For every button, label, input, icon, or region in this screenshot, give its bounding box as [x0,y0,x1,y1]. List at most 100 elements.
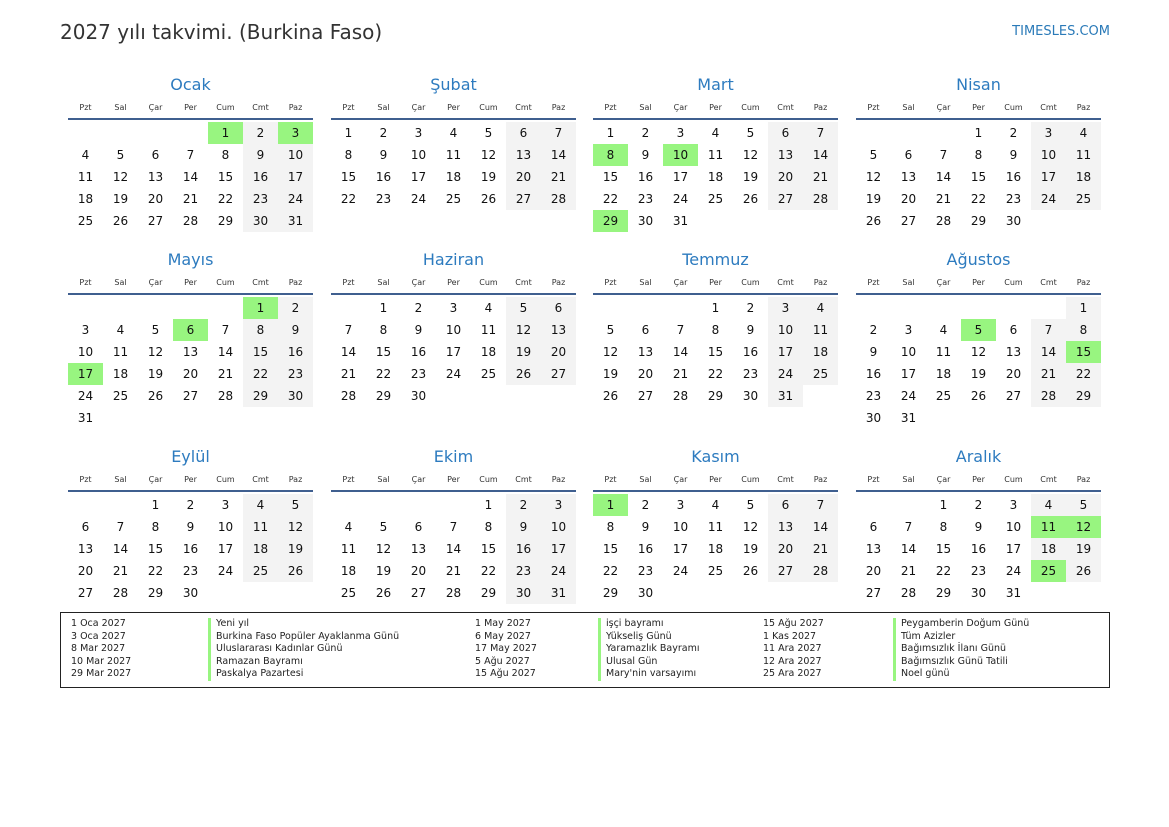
day-cell: 7 [116,520,125,534]
weekday-label: Cum [741,103,760,112]
day-cell: 5 [506,297,541,319]
day-cell: 26 [480,192,497,206]
day-cell: 14 [445,542,462,556]
weekday-label: Pzt [342,475,355,484]
day-cell: 28 [541,188,576,210]
weekday-label: Çar [411,103,426,112]
day-cell: 30 [278,385,313,407]
day-cell: 11 [112,345,129,359]
day-cell: 12 [742,520,759,534]
day-cell: 16 [970,542,987,556]
day-cell: 22 [1066,363,1101,385]
day-cell: 16 [182,542,199,556]
weekday-label: Pzt [79,103,92,112]
day-cell: 26 [742,564,759,578]
day-cell: 18 [935,367,952,381]
weekday-label: Paz [1076,475,1091,484]
holiday-name: Bağımsızlık İlanı Günü [893,643,1029,656]
day-cell: 1 [711,301,720,315]
day-cell: 4 [344,520,353,534]
month-title: Mayıs [167,250,214,269]
day-cell: 23 [182,564,199,578]
day-cell: 20 [410,564,427,578]
day-cell: 18 [707,170,724,184]
week-row: 11 12 13 14 15 16 17 [68,166,313,188]
day-cell: 15 [707,345,724,359]
day-cell: 22 [340,192,357,206]
weekday-label: Sal [639,475,652,484]
weekday-label: Pzt [79,278,92,287]
empty-cell [173,122,208,144]
day-cell: 19 [742,170,759,184]
day-cell: 16 [243,166,278,188]
day-cell: 16 [637,170,654,184]
day-cell: 16 [410,345,427,359]
day-cell: 7 [803,122,838,144]
day-cell: 3 [768,297,803,319]
weekday-label: Çar [148,103,163,112]
day-cell: 10 [410,148,427,162]
day-cell: 25 [77,214,94,228]
week-row: 4 5 6 7 8 9 10 [331,516,576,538]
holiday-name: Paskalya Pazartesi [208,668,399,681]
month-title: Ağustos [946,250,1011,269]
day-cell: 7 [939,148,948,162]
weekday-label: Cmt [252,475,269,484]
empty-cell [366,494,401,516]
day-cell: 18 [1066,166,1101,188]
day-cell: 3 [449,301,458,315]
weekday-label: Pzt [867,475,880,484]
brand-link[interactable]: TIMESLES.COM [1012,24,1110,39]
empty-cell [856,494,891,516]
day-cell: 29 [602,586,619,600]
holiday-date: 15 Ağu 2027 [763,618,824,629]
day-cell: 24 [77,389,94,403]
day-cell: 25 [480,367,497,381]
weekday-label: Pzt [867,278,880,287]
holiday-date: 1 Kas 2027 [763,630,817,642]
empty-cell [68,494,103,516]
day-cell: 29 [480,586,497,600]
day-cell: 27 [410,586,427,600]
weekday-label: Cum [741,278,760,287]
day-cell: 4 [81,148,90,162]
weekday-header: Pzt Sal Çar Per Cum Cmt Paz [68,98,313,120]
day-cell: 6 [81,520,90,534]
holiday-day-cell: 8 [593,144,628,166]
weekday-label: Per [972,278,985,287]
day-cell: 27 [541,363,576,385]
holiday-name: Burkina Faso Popüler Ayaklanma Günü [208,630,399,644]
weekday-label: Cmt [515,475,532,484]
day-cell: 14 [112,542,129,556]
day-cell: 13 [147,170,164,184]
day-cell: 15 [480,542,497,556]
day-cell: 10 [77,345,94,359]
week-row: 11 12 13 14 15 16 17 [331,538,576,560]
day-cell: 1 [484,498,493,512]
day-cell: 22 [375,367,392,381]
day-cell: 22 [935,564,952,578]
day-cell: 14 [541,144,576,166]
weekday-label: Pzt [604,278,617,287]
day-cell: 22 [217,192,234,206]
day-cell: 23 [243,188,278,210]
day-cell: 3 [81,323,90,337]
day-cell: 24 [672,192,689,206]
weekday-label: Cmt [777,475,794,484]
legend-dates: 15 Ağu 2027 1 Kas 2027 11 Ara 2027 12 Ara 2… [763,618,824,681]
day-cell: 4 [1031,494,1066,516]
month-title: Eylül [171,447,210,466]
day-cell: 10 [445,323,462,337]
day-cell: 8 [1066,319,1101,341]
weekday-label: Cum [479,475,498,484]
day-cell: 12 [278,516,313,538]
empty-cell [891,122,926,144]
week-row: 17 18 19 20 21 22 23 [68,363,313,385]
weekday-label: Çar [411,278,426,287]
empty-cell [996,297,1031,319]
day-cell: 10 [900,345,917,359]
day-cell: 13 [900,170,917,184]
week-row: 18 19 20 21 22 23 24 [68,188,313,210]
day-cell: 25 [935,389,952,403]
